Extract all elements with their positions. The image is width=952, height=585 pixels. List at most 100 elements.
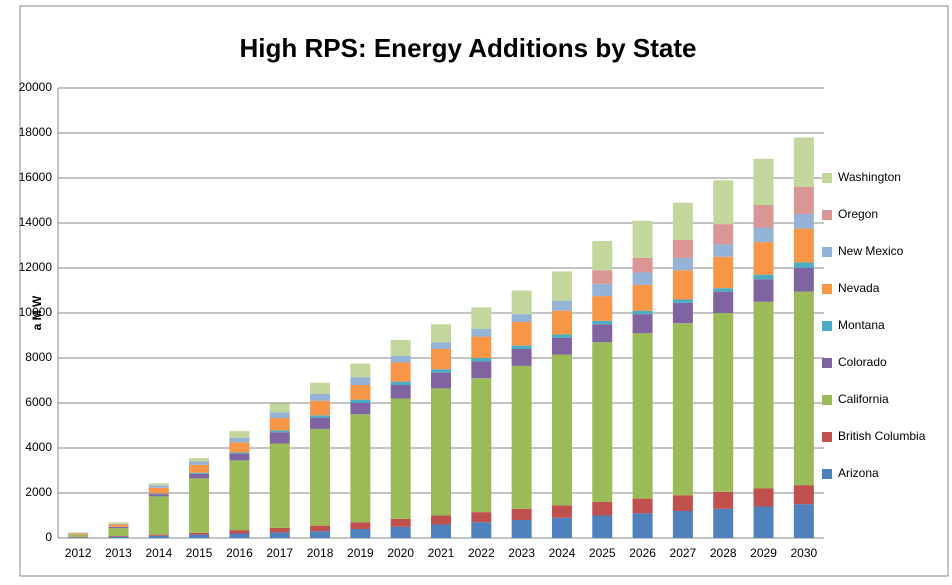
bar-segment	[512, 322, 532, 346]
y-tick-label: 14000	[19, 215, 53, 229]
bar-segment	[310, 415, 330, 417]
legend-label: Nevada	[838, 281, 880, 295]
bar-segment	[391, 363, 411, 382]
bar-segment	[512, 291, 532, 315]
bar-segment	[270, 418, 290, 430]
bar-segment	[673, 495, 693, 511]
bar-segment	[794, 229, 814, 263]
bar-segment	[713, 224, 733, 244]
bar-segment	[310, 394, 330, 401]
legend-label: California	[838, 392, 889, 406]
bar-segment	[68, 537, 88, 538]
legend-label: Oregon	[838, 207, 878, 221]
bar-segment	[391, 527, 411, 538]
x-tick-label: 2021	[428, 546, 455, 560]
legend-label: Montana	[838, 318, 885, 332]
bar-segment	[673, 258, 693, 270]
bar-segment	[592, 502, 612, 516]
bar-segment	[350, 403, 370, 414]
x-tick-label: 2018	[307, 546, 334, 560]
bar-segment	[512, 509, 532, 520]
bar-segment	[512, 314, 532, 322]
bar-segment	[633, 311, 653, 314]
bar-segment	[189, 535, 209, 538]
x-tick-label: 2013	[105, 546, 132, 560]
x-tick-label: 2014	[145, 546, 172, 560]
bar-segment	[713, 244, 733, 256]
bar-segment	[270, 528, 290, 533]
legend-swatch	[822, 321, 832, 331]
bar-segment	[673, 303, 693, 323]
bar-segment	[149, 535, 169, 536]
bar-segment	[350, 414, 370, 522]
bar-segment	[713, 313, 733, 492]
bar-segment	[713, 509, 733, 538]
bar-segment	[713, 257, 733, 289]
bar-segment	[229, 442, 249, 452]
bar-segment	[713, 288, 733, 291]
y-tick-label: 20000	[19, 80, 53, 94]
bar-segment	[229, 438, 249, 443]
bar-segment	[68, 533, 88, 534]
bar-segment	[431, 373, 451, 389]
x-tick-label: 2016	[226, 546, 253, 560]
bar-segment	[471, 378, 491, 512]
bar-segment	[471, 522, 491, 538]
bar-segment	[794, 504, 814, 538]
bar-segment	[229, 431, 249, 438]
bar-segment	[633, 333, 653, 498]
x-tick-label: 2029	[750, 546, 777, 560]
bar-segment	[471, 329, 491, 337]
x-tick-label: 2012	[65, 546, 92, 560]
y-tick-label: 6000	[25, 395, 52, 409]
x-tick-label: 2030	[790, 546, 817, 560]
bar-segment	[552, 301, 572, 311]
bar-segment	[794, 187, 814, 214]
y-tick-label: 12000	[19, 260, 53, 274]
bar-segment	[592, 284, 612, 296]
bar-segment	[552, 518, 572, 538]
bar-segment	[391, 519, 411, 527]
bar-segment	[471, 358, 491, 361]
legend-swatch	[822, 173, 832, 183]
bar-segment	[754, 489, 774, 507]
bar-segment	[471, 512, 491, 522]
bar-segment	[754, 205, 774, 228]
bar-segment	[713, 180, 733, 224]
bar-segment	[350, 377, 370, 385]
legend-label: New Mexico	[838, 244, 904, 258]
y-tick-label: 18000	[19, 125, 53, 139]
bar-segment	[350, 529, 370, 538]
legend-swatch	[822, 358, 832, 368]
y-tick-label: 10000	[19, 305, 53, 319]
bar-segment	[391, 399, 411, 519]
bar-segment	[794, 485, 814, 504]
bar-segment	[754, 228, 774, 243]
bar-segment	[431, 525, 451, 539]
bar-segment	[754, 242, 774, 275]
bar-segment	[350, 364, 370, 378]
bar-segment	[149, 486, 169, 488]
bar-segment	[189, 533, 209, 535]
bar-segment	[592, 324, 612, 342]
legend-label: Washington	[838, 170, 901, 184]
x-tick-label: 2020	[387, 546, 414, 560]
bar-segment	[471, 337, 491, 358]
bar-segment	[149, 496, 169, 534]
bar-segment	[229, 530, 249, 533]
legend-swatch	[822, 284, 832, 294]
x-tick-label: 2026	[629, 546, 656, 560]
bar-segment	[68, 535, 88, 537]
y-tick-label: 4000	[25, 440, 52, 454]
x-tick-label: 2027	[670, 546, 697, 560]
bar-segment	[431, 516, 451, 525]
x-tick-label: 2022	[468, 546, 495, 560]
bar-segment	[270, 532, 290, 538]
bar-segment	[270, 444, 290, 528]
legend-swatch	[822, 395, 832, 405]
x-tick-label: 2023	[508, 546, 535, 560]
bar-segment	[552, 311, 572, 335]
bar-segment	[592, 342, 612, 502]
legend-swatch	[822, 210, 832, 220]
bar-segment	[673, 270, 693, 299]
